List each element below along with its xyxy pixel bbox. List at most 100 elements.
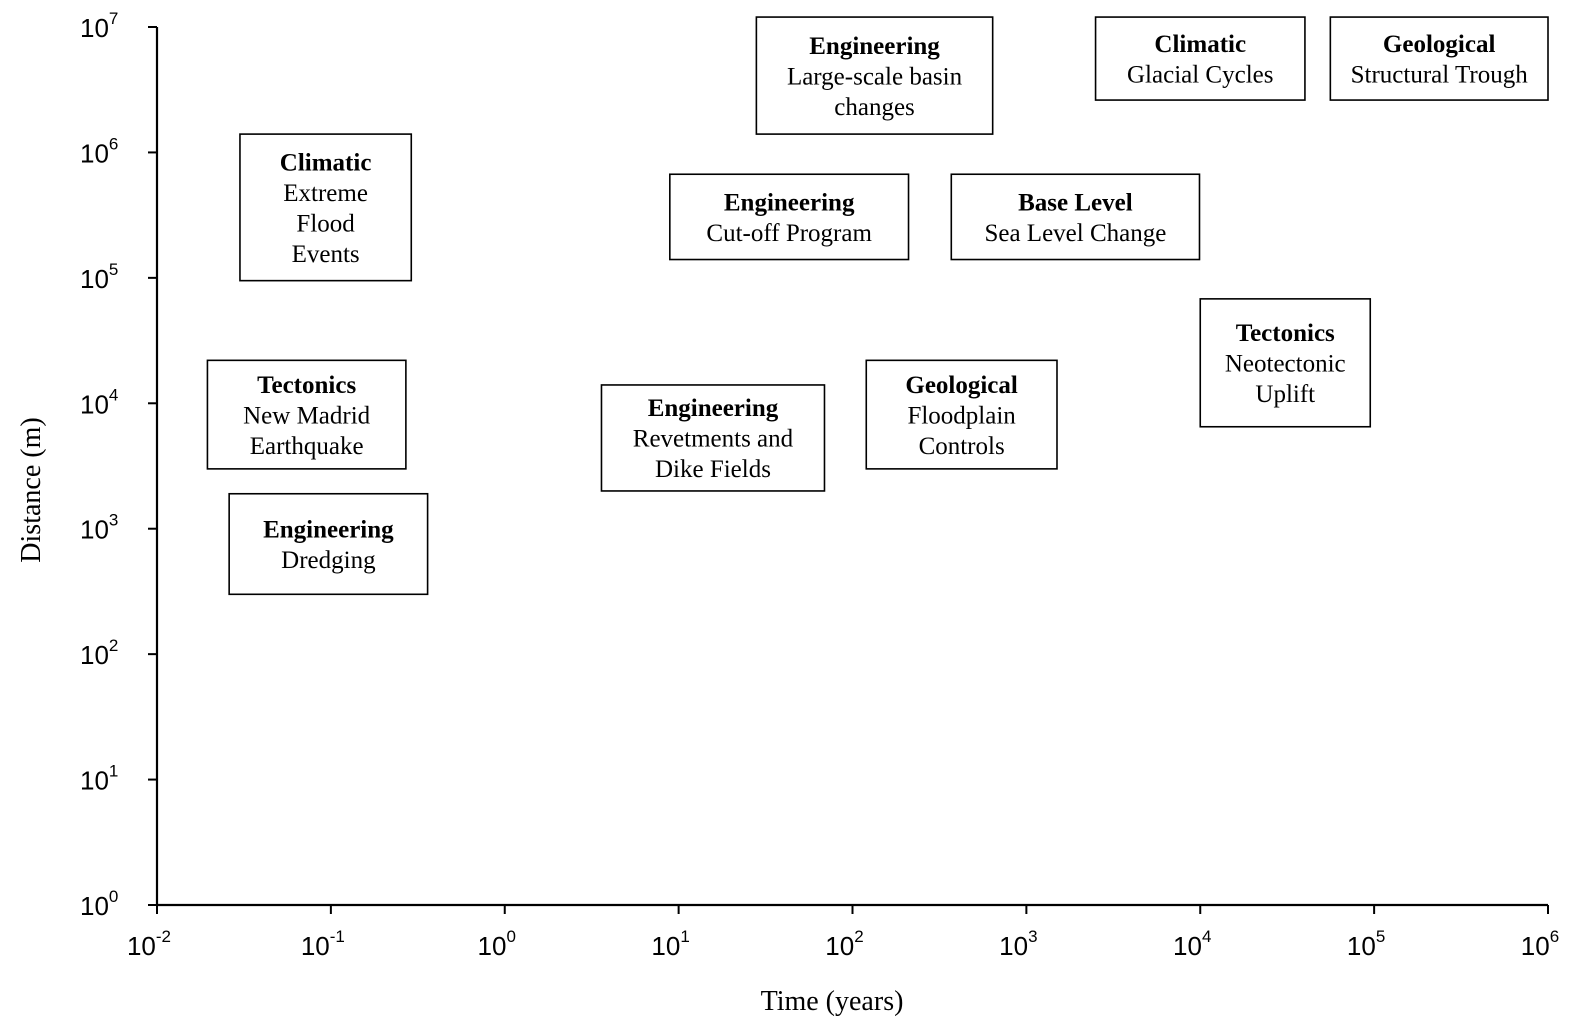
x-tick-exp: -2 xyxy=(156,927,171,946)
x-tick-base: 10 xyxy=(999,931,1028,961)
x-tick-exp: -1 xyxy=(330,927,345,946)
category-box-border xyxy=(1199,298,1372,428)
y-tick-label: 105 xyxy=(80,260,118,294)
box-description-line: Flood xyxy=(296,210,355,237)
x-tick-base: 10 xyxy=(825,931,854,961)
box-category-label: Tectonics xyxy=(257,372,356,399)
y-tick-base: 10 xyxy=(80,766,109,796)
y-tick-base: 10 xyxy=(80,264,109,294)
x-tick-label: 103 xyxy=(999,927,1037,961)
box-description-line: changes xyxy=(834,94,915,121)
x-tick-exp: 2 xyxy=(854,927,863,946)
y-tick-label: 107 xyxy=(80,9,118,43)
category-box: Geological Floodplain Controls xyxy=(865,359,1058,470)
category-box: Engineering Cut-off Program xyxy=(669,173,910,261)
y-tick-base: 10 xyxy=(80,515,109,545)
y-tick-exp: 3 xyxy=(109,511,118,530)
tick-layer: 10-2 10-1 100 101 102 103 104 105 10610010110210… xyxy=(80,9,1559,961)
y-tick-exp: 5 xyxy=(109,260,118,279)
y-tick-base: 10 xyxy=(80,138,109,168)
x-tick-label: 10-2 xyxy=(127,927,171,961)
box-category-label: Geological xyxy=(1383,31,1496,58)
category-box: Engineering Revetments and Dike Fields xyxy=(600,384,826,492)
x-tick-base: 10 xyxy=(127,931,156,961)
y-tick-base: 10 xyxy=(80,13,109,43)
category-box-border xyxy=(239,133,413,282)
box-category-label: Tectonics xyxy=(1236,320,1335,347)
x-tick-base: 10 xyxy=(1521,931,1550,961)
x-tick-exp: 0 xyxy=(506,927,515,946)
x-tick-exp: 1 xyxy=(680,927,689,946)
y-tick-label: 106 xyxy=(80,134,118,168)
box-category-label: Climatic xyxy=(280,149,372,176)
box-category-label: Engineering xyxy=(724,189,855,216)
box-description-line: Earthquake xyxy=(250,433,364,460)
box-category-label: Engineering xyxy=(648,395,779,422)
box-description-line: Sea Level Change xyxy=(984,220,1166,247)
x-tick-label: 104 xyxy=(1173,927,1211,961)
y-tick-exp: 2 xyxy=(109,636,118,655)
x-tick-label: 100 xyxy=(478,927,516,961)
y-tick-exp: 0 xyxy=(109,887,118,906)
category-box: Tectonics New Madrid Earthquake xyxy=(206,359,407,470)
box-category-label: Base Level xyxy=(1018,189,1133,216)
category-box-border xyxy=(1329,16,1549,101)
box-category-label: Engineering xyxy=(263,517,394,544)
box-description-line: Events xyxy=(292,241,360,268)
category-box-border xyxy=(950,173,1201,261)
x-tick-base: 10 xyxy=(651,931,680,961)
category-box-border xyxy=(1094,16,1306,101)
category-box-border xyxy=(600,384,826,492)
x-tick-base: 10 xyxy=(478,931,507,961)
y-tick-label: 101 xyxy=(80,762,118,796)
x-tick-exp: 6 xyxy=(1550,927,1559,946)
x-tick-base: 10 xyxy=(1173,931,1202,961)
box-description-line: Floodplain xyxy=(907,402,1016,429)
x-axis-title: Time (years) xyxy=(761,986,904,1017)
x-tick-base: 10 xyxy=(301,931,330,961)
y-axis-title: Distance (m) xyxy=(16,417,47,562)
box-description-line: Uplift xyxy=(1255,381,1315,408)
x-tick-exp: 4 xyxy=(1202,927,1211,946)
x-tick-label: 101 xyxy=(651,927,689,961)
category-box: Base Level Sea Level Change xyxy=(950,173,1201,261)
category-box: Engineering Dredging xyxy=(228,492,429,596)
box-description-line: Revetments and xyxy=(633,426,794,453)
y-tick-exp: 6 xyxy=(109,134,118,153)
y-tick-label: 103 xyxy=(80,511,118,545)
category-box-border xyxy=(228,492,429,596)
box-category-label: Geological xyxy=(905,372,1018,399)
y-tick-exp: 7 xyxy=(109,9,118,28)
x-tick-label: 105 xyxy=(1347,927,1385,961)
x-tick-label: 10-1 xyxy=(301,927,345,961)
box-description-line: Dike Fields xyxy=(655,456,771,483)
category-box: Geological Structural Trough xyxy=(1329,16,1549,101)
category-box-border xyxy=(755,16,994,135)
y-tick-base: 10 xyxy=(80,389,109,419)
box-description-line: New Madrid xyxy=(243,402,371,429)
x-tick-exp: 5 xyxy=(1376,927,1385,946)
y-tick-label: 104 xyxy=(80,385,118,419)
category-box: Climatic Extreme Flood Events xyxy=(239,133,413,282)
category-box-border xyxy=(865,359,1058,470)
box-description-line: Controls xyxy=(919,433,1005,460)
box-description-line: Extreme xyxy=(283,180,368,207)
category-box-border xyxy=(669,173,910,261)
x-tick-label: 102 xyxy=(825,927,863,961)
box-description-line: Dredging xyxy=(281,547,376,574)
y-tick-exp: 1 xyxy=(109,762,118,781)
category-box: Climatic Glacial Cycles xyxy=(1094,16,1306,101)
category-box-border xyxy=(206,359,407,470)
box-description-line: Structural Trough xyxy=(1351,62,1529,89)
box-description-line: Cut-off Program xyxy=(706,220,872,247)
box-layer: Climatic Extreme Flood Events Tectonics New M… xyxy=(206,16,1549,596)
y-tick-label: 102 xyxy=(80,636,118,670)
category-box: Tectonics Neotectonic Uplift xyxy=(1199,298,1372,428)
x-tick-label: 106 xyxy=(1521,927,1559,961)
y-tick-label: 100 xyxy=(80,887,118,921)
box-description-line: Neotectonic xyxy=(1225,351,1346,378)
x-tick-exp: 3 xyxy=(1028,927,1037,946)
y-tick-base: 10 xyxy=(80,640,109,670)
x-tick-base: 10 xyxy=(1347,931,1376,961)
